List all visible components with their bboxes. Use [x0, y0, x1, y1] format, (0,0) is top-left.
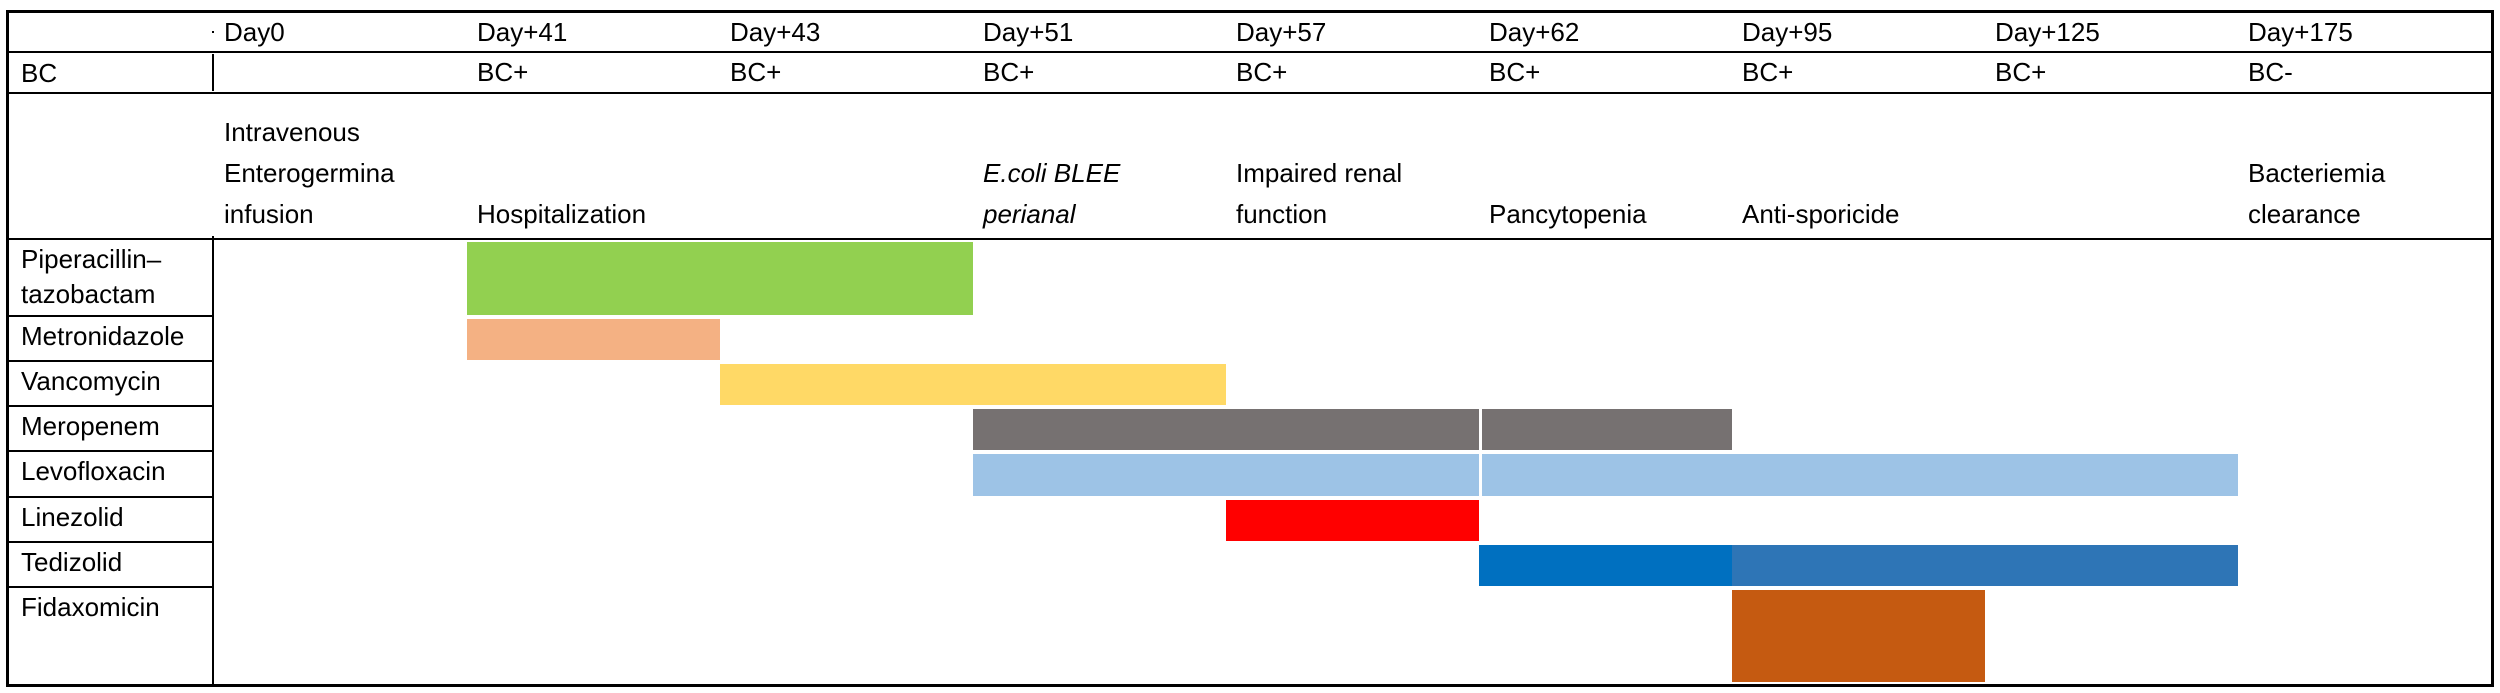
therapy-bar-segment [467, 319, 720, 360]
day-header-cell: Day+125 [1995, 16, 2100, 47]
drug-row: Linezolid [9, 498, 2491, 543]
event-cell: E.coli BLEE perianal [983, 157, 1121, 229]
event-cell: Anti-sporicide [1742, 198, 1900, 229]
event-cell: Bacteriemia clearance [2248, 157, 2386, 229]
drug-label-cell: Meropenem [9, 407, 214, 452]
bc-status-cell: BC+ [1236, 57, 1288, 87]
therapy-bar-segment [720, 364, 1226, 405]
event-cell: Intravenous Enterogermina infusion [224, 116, 395, 229]
therapy-bar-segment [1482, 409, 1732, 450]
therapy-bar-area [214, 240, 2491, 317]
event-cell: Impaired renal function [1236, 157, 1403, 229]
event-cell: Hospitalization [477, 198, 647, 229]
therapy-bar-area [214, 452, 2491, 498]
day-header-cell: Day+62 [1489, 16, 1580, 47]
bc-status-row: BC BC+ BC+ BC+ BC+ BC+ BC+ BC+ BC- [9, 53, 2491, 94]
drug-row: Tedizolid [9, 543, 2491, 588]
day-header-cell: Day+175 [2248, 16, 2353, 47]
drug-row: Levofloxacin [9, 452, 2491, 498]
therapy-bar-area [214, 543, 2491, 588]
bc-status-cell: BC+ [1489, 57, 1541, 87]
therapy-bar-segment [973, 454, 1479, 496]
timeline-table: Day0 Day+41 Day+43 Day+51 Day+57 Day+62 Day+95… [6, 10, 2494, 687]
bc-status-cell: BC+ [730, 57, 782, 87]
drug-row: Fidaxomicin [9, 588, 2491, 684]
day-header-cell: Day+95 [1742, 16, 1833, 47]
drug-rows-container: Piperacillin– tazobactam Metronidazole Van… [9, 240, 2491, 684]
therapy-bar-area [214, 498, 2491, 543]
therapy-bar-segment [1479, 545, 1732, 586]
event-cell [720, 235, 973, 238]
day-header-cell: Day+41 [477, 16, 568, 47]
day-header-row: Day0 Day+41 Day+43 Day+51 Day+57 Day+62 Day+95… [9, 13, 2491, 53]
therapy-bar-segment [1732, 590, 1985, 682]
day-header-cell: Day+43 [730, 16, 821, 47]
drug-label-cell: Linezolid [9, 498, 214, 543]
bc-status-cell: BC+ [477, 57, 529, 87]
drug-label-cell: Fidaxomicin [9, 588, 214, 684]
events-row-label [9, 236, 214, 238]
drug-row: Metronidazole [9, 317, 2491, 362]
drug-row: Meropenem [9, 407, 2491, 452]
day-header-cell: Day+57 [1236, 16, 1327, 47]
drug-label-cell: Tedizolid [9, 543, 214, 588]
drug-label-cell: Piperacillin– tazobactam [9, 240, 214, 317]
bc-status-cell: BC+ [1995, 57, 2047, 87]
therapy-bar-segment [1482, 454, 2238, 496]
clinical-events-row: Intravenous Enterogermina infusion Hospit… [9, 94, 2491, 240]
event-cell [1985, 235, 2238, 238]
bc-row-label: BC [9, 53, 214, 92]
bc-status-cell: BC+ [983, 57, 1035, 87]
drug-label-cell: Vancomycin [9, 362, 214, 407]
bc-status-cell: BC+ [1742, 57, 1794, 87]
therapy-bar-area [214, 588, 2491, 684]
therapy-bar-area [214, 407, 2491, 452]
therapy-bar-segment [973, 409, 1479, 450]
bc-status-cell: BC- [2248, 57, 2293, 87]
therapy-bar-segment [1732, 545, 2238, 586]
corner-cell [9, 31, 214, 33]
day-header-cell: Day+51 [983, 16, 1074, 47]
drug-label-cell: Metronidazole [9, 317, 214, 362]
drug-label-cell: Levofloxacin [9, 452, 214, 498]
event-cell: Pancytopenia [1489, 198, 1647, 229]
day-header-cell: Day0 [224, 16, 285, 47]
therapy-bar-segment [1226, 500, 1479, 541]
drug-row: Vancomycin [9, 362, 2491, 407]
drug-row: Piperacillin– tazobactam [9, 240, 2491, 317]
therapy-bar-area [214, 362, 2491, 407]
therapy-bar-area [214, 317, 2491, 362]
therapy-bar-segment [467, 242, 973, 315]
